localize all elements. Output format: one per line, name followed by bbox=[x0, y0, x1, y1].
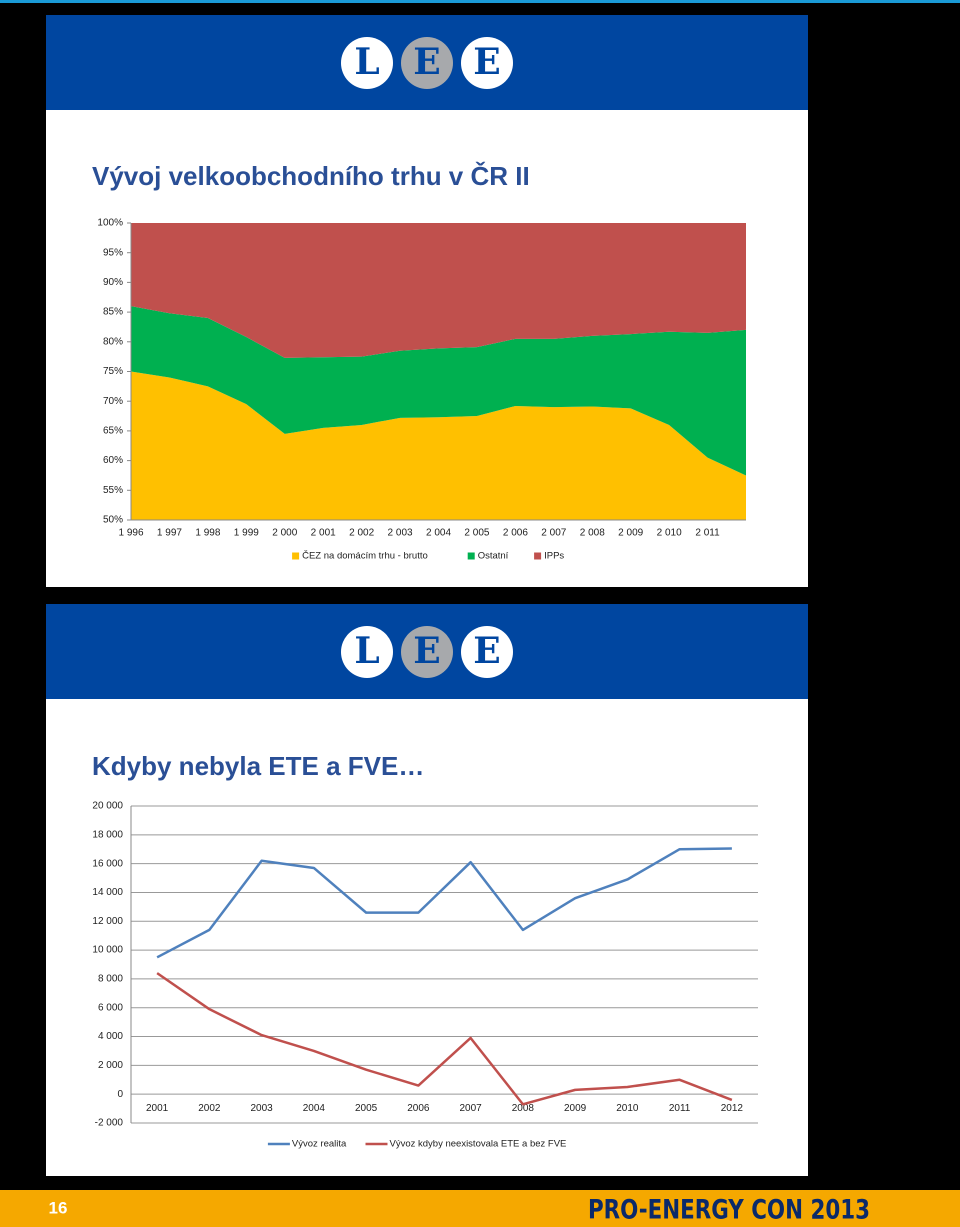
legend-label: Ostatní bbox=[478, 551, 509, 562]
x-tick-label: 2 000 bbox=[272, 528, 297, 539]
x-tick-label: 1 996 bbox=[118, 528, 143, 539]
y-tick-label: 70% bbox=[103, 396, 123, 407]
x-tick-label: 2001 bbox=[146, 1103, 169, 1114]
x-tick-label: 2003 bbox=[251, 1103, 274, 1114]
y-tick-label: 16 000 bbox=[92, 858, 123, 869]
y-tick-label: 95% bbox=[103, 247, 123, 258]
y-tick-label: 4 000 bbox=[98, 1031, 123, 1042]
logo-circle bbox=[401, 37, 453, 89]
x-tick-label: 2 001 bbox=[311, 528, 336, 539]
y-tick-label: 75% bbox=[103, 366, 123, 377]
x-tick-label: 2011 bbox=[669, 1103, 691, 1114]
logo-letter: E bbox=[473, 630, 500, 672]
logo-letter: L bbox=[354, 41, 379, 83]
y-tick-label: 50% bbox=[103, 515, 123, 526]
x-tick-label: 2012 bbox=[721, 1103, 744, 1114]
logo-letter: E bbox=[413, 41, 440, 83]
chart-title: Vývoj velkoobchodního trhu v ČR II bbox=[92, 161, 530, 191]
legend-swatch bbox=[534, 552, 542, 560]
y-tick-label: 14 000 bbox=[92, 887, 123, 898]
x-tick-label: 1 997 bbox=[157, 528, 182, 539]
chart-title: Kdyby nebyla ETE a FVE… bbox=[92, 751, 424, 781]
x-tick-label: 2009 bbox=[564, 1103, 587, 1114]
logo-circle bbox=[341, 37, 393, 89]
line bbox=[156, 972, 733, 1106]
y-tick-label: 10 000 bbox=[92, 945, 123, 956]
logo-circle bbox=[401, 626, 453, 678]
logo-letter: L bbox=[354, 630, 379, 672]
x-tick-label: 2010 bbox=[616, 1103, 639, 1114]
x-tick-label: 2 003 bbox=[388, 528, 413, 539]
logo-letter: E bbox=[413, 630, 440, 672]
x-tick-label: 2 005 bbox=[464, 528, 489, 539]
legend-swatch bbox=[467, 552, 475, 560]
logo-letter: E bbox=[473, 41, 500, 83]
legend-swatch bbox=[292, 552, 300, 560]
y-tick-label: 60% bbox=[103, 455, 123, 466]
logo-circle bbox=[461, 626, 513, 678]
area bbox=[131, 306, 746, 476]
x-tick-label: 2 006 bbox=[503, 528, 528, 539]
y-tick-label: -2 000 bbox=[95, 1118, 124, 1129]
line bbox=[156, 847, 732, 959]
top-strip bbox=[0, 0, 960, 3]
area bbox=[131, 223, 746, 358]
y-tick-label: 12 000 bbox=[92, 916, 123, 927]
legend-label: Vývoz realita bbox=[292, 1139, 347, 1150]
footer-bar bbox=[0, 1190, 960, 1227]
x-tick-label: 2004 bbox=[303, 1103, 326, 1114]
x-tick-label: 2002 bbox=[198, 1103, 221, 1114]
legend-label: Vývoz kdyby neexistovala ETE a bez FVE bbox=[390, 1139, 567, 1150]
logo-circle bbox=[461, 37, 513, 89]
x-tick-label: 2008 bbox=[512, 1103, 535, 1114]
y-tick-label: 90% bbox=[103, 277, 123, 288]
x-tick-label: 1 999 bbox=[234, 528, 259, 539]
logo-circle bbox=[341, 626, 393, 678]
x-tick-label: 2 004 bbox=[426, 528, 451, 539]
y-tick-label: 18 000 bbox=[92, 829, 123, 840]
y-tick-label: 2 000 bbox=[98, 1060, 123, 1071]
x-tick-label: 2007 bbox=[460, 1103, 483, 1114]
x-tick-label: 2 009 bbox=[618, 528, 643, 539]
legend-label: IPPs bbox=[544, 551, 564, 562]
x-tick-label: 2 007 bbox=[541, 528, 566, 539]
y-tick-label: 8 000 bbox=[98, 974, 123, 985]
area bbox=[131, 371, 746, 520]
x-tick-label: 2 011 bbox=[695, 528, 720, 539]
x-tick-label: 2 002 bbox=[349, 528, 374, 539]
x-tick-label: 2 010 bbox=[657, 528, 682, 539]
y-tick-label: 65% bbox=[103, 426, 123, 437]
x-tick-label: 1 998 bbox=[195, 528, 220, 539]
y-tick-label: 20 000 bbox=[92, 801, 123, 812]
y-tick-label: 0 bbox=[117, 1089, 123, 1100]
y-tick-label: 80% bbox=[103, 336, 123, 347]
x-tick-label: 2006 bbox=[407, 1103, 430, 1114]
page-number: 16 bbox=[49, 1198, 68, 1217]
y-tick-label: 6 000 bbox=[98, 1002, 123, 1013]
footer-title: PRO-ENERGY CON 2013 bbox=[588, 1195, 870, 1226]
x-tick-label: 2005 bbox=[355, 1103, 378, 1114]
y-tick-label: 100% bbox=[97, 218, 123, 229]
y-tick-label: 55% bbox=[103, 485, 123, 496]
legend-label: ČEZ na domácím trhu - brutto bbox=[302, 551, 428, 562]
y-tick-label: 85% bbox=[103, 307, 123, 318]
x-tick-label: 2 008 bbox=[580, 528, 605, 539]
